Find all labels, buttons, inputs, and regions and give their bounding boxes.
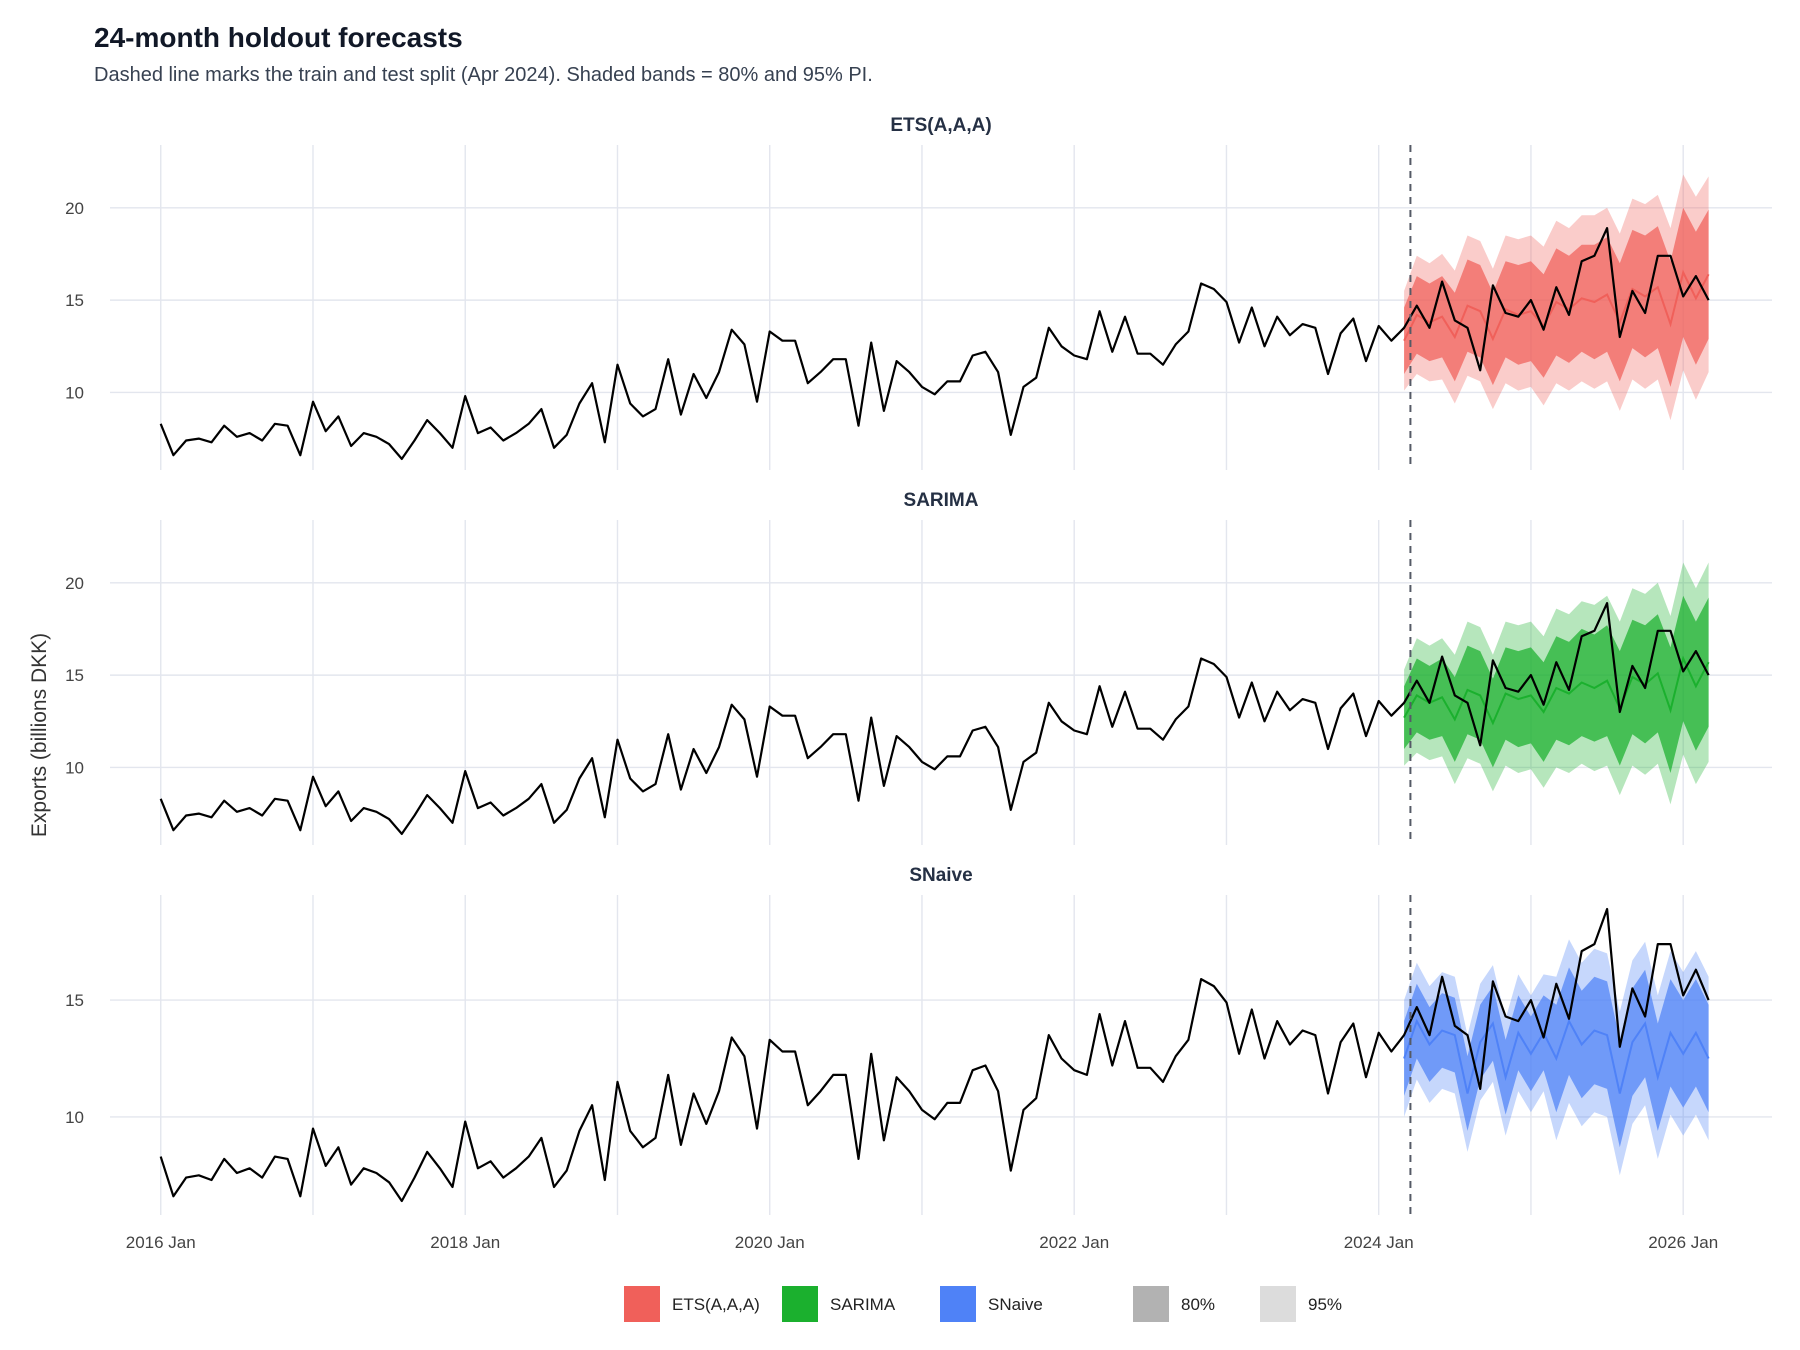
- actual-line: [159, 602, 1710, 835]
- facet-panel-3: 10 15 SNaive: [65, 865, 1772, 1215]
- forecast-line: [1403, 269, 1710, 342]
- y-tick-label: 10: [65, 383, 84, 402]
- chart-subtitle: Dashed line marks the train and test spl…: [94, 64, 873, 86]
- legend-swatch: [624, 1286, 660, 1322]
- legend-swatch: [782, 1286, 818, 1322]
- x-tick-label: 2024 Jan: [1344, 1233, 1414, 1252]
- forecast-line: [1403, 655, 1710, 726]
- interval-80-band: [1404, 207, 1709, 387]
- legend-label: 80%: [1181, 1295, 1215, 1314]
- y-tick-label: 20: [65, 199, 84, 218]
- interval-80-band: [1404, 595, 1709, 773]
- legend-label: ETS(A,A,A): [672, 1295, 760, 1314]
- facet-title: ETS(A,A,A): [890, 115, 991, 136]
- legend: ETS(A,A,A) SARIMA SNaive 80% 95%: [624, 1286, 1342, 1322]
- facet-title: SARIMA: [904, 490, 979, 511]
- legend-label: 95%: [1308, 1295, 1342, 1314]
- x-tick-label: 2020 Jan: [735, 1233, 805, 1252]
- y-axis-title: Exports (billions DKK): [28, 633, 51, 837]
- legend-swatch: [1133, 1286, 1169, 1322]
- facet-panel-1: 10 15 20 ETS(A,A,A): [65, 115, 1772, 470]
- legend-swatch: [1260, 1286, 1296, 1322]
- actual-line: [159, 227, 1710, 460]
- x-tick-label: 2016 Jan: [126, 1233, 196, 1252]
- y-tick-label: 10: [65, 1108, 84, 1127]
- forecast-line: [1403, 1018, 1710, 1094]
- legend-label: SNaive: [988, 1295, 1043, 1314]
- y-tick-label: 15: [65, 666, 84, 685]
- chart-title: 24-month holdout forecasts: [94, 22, 463, 53]
- x-tick-label: 2018 Jan: [430, 1233, 500, 1252]
- x-tick-label: 2026 Jan: [1648, 1233, 1718, 1252]
- y-tick-label: 10: [65, 758, 84, 777]
- y-tick-label: 15: [65, 291, 84, 310]
- legend-label: SARIMA: [830, 1295, 896, 1314]
- facet-title: SNaive: [909, 865, 972, 886]
- y-tick-label: 15: [65, 991, 84, 1010]
- x-tick-label: 2022 Jan: [1039, 1233, 1109, 1252]
- y-tick-label: 20: [65, 574, 84, 593]
- legend-swatch: [940, 1286, 976, 1322]
- actual-line: [159, 907, 1710, 1203]
- facet-panel-2: 10 15 20 SARIMA: [65, 490, 1772, 845]
